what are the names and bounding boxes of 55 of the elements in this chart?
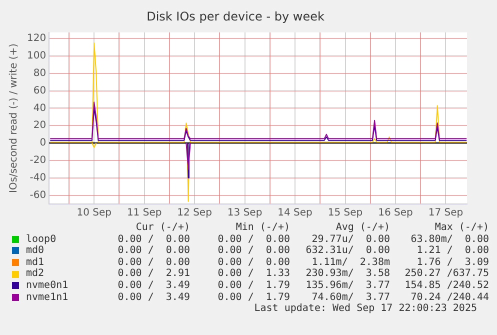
legend-label: md1 <box>26 256 46 268</box>
chart-title: Disk IOs per device - by week <box>146 9 324 24</box>
x-tick-label: 12 Sep <box>177 208 212 219</box>
text: Min (-/+) <box>234 222 290 234</box>
text: 0.00 / 0.00 <box>216 234 290 246</box>
y-tick-label: -40 <box>30 172 46 184</box>
text: 0.00 / 3.49 <box>116 292 190 304</box>
text: 135.96m/ 3.77 <box>304 280 390 292</box>
legend-label: md0 <box>26 245 46 257</box>
text: 29.77u/ 0.00 <box>310 234 390 246</box>
x-tick-label: 13 Sep <box>227 208 262 219</box>
y-tick-label: -60 <box>30 190 46 201</box>
x-tick-label: 15 Sep <box>328 208 363 219</box>
text: 632.31u/ 0.00 <box>304 245 390 257</box>
y-tick-label: 60 <box>33 85 46 96</box>
y-tick-label: 100 <box>26 50 46 62</box>
x-tick-label: 17 Sep <box>428 208 464 219</box>
text: 0.00 / 3.49 <box>116 280 190 292</box>
y-tick-label: -20 <box>30 155 46 166</box>
legend-label: nvme1n1 <box>26 292 70 304</box>
text: 0.00 / 0.00 <box>116 256 190 268</box>
text: 0.00 / 0.00 <box>216 245 290 257</box>
y-tick-label: 40 <box>33 102 46 114</box>
text: 0.00 / 1.33 <box>216 268 290 280</box>
text: 0.00 / 2.91 <box>116 268 190 280</box>
text: 74.60m/ 3.77 <box>310 292 390 303</box>
y-axis-title: IOs/second read (-) / write (+) <box>8 43 20 193</box>
text: 1.11m/ 2.38m <box>310 256 390 268</box>
text: 0.00 / 1.79 <box>216 292 290 303</box>
legend-label: loop0 <box>26 234 58 245</box>
y-tick-label: 120 <box>26 33 46 44</box>
text: 154.85 /240.52 <box>404 280 489 292</box>
text: 250.27 /637.75 <box>404 268 489 280</box>
text: Max (-/+) <box>434 222 489 234</box>
text: Avg (-/+) <box>334 222 390 234</box>
text: 0.00 / 0.00 <box>216 256 290 268</box>
text: 0.00 / 0.00 <box>116 234 190 246</box>
x-tick-label: 10 Sep <box>76 208 112 219</box>
text: 0.00 / 0.00 <box>116 245 190 257</box>
y-tick-label: 0 <box>40 138 46 149</box>
x-tick-label: 11 Sep <box>126 208 162 219</box>
legend-label: md2 <box>26 268 46 280</box>
text: 1.21 / 0.00 <box>416 245 489 257</box>
x-tick-label: 14 Sep <box>278 208 312 219</box>
text: Last update: Wed Sep 17 22:00:23 2025 <box>253 303 477 315</box>
text: 70.24 /240.44 <box>410 292 489 304</box>
text: 63.80m/ 0.00 <box>410 234 489 246</box>
text: 230.93m/ 3.58 <box>304 268 390 280</box>
text: 0.00 / 1.79 <box>216 280 290 292</box>
x-tick-label: 16 Sep <box>378 208 413 219</box>
text: 1.76 / 3.09 <box>416 256 489 268</box>
y-tick-label: 20 <box>33 120 46 132</box>
text: Cur (-/+) <box>134 222 190 234</box>
legend-label: nvme0n1 <box>26 280 70 292</box>
y-tick-label: 80 <box>33 68 46 79</box>
